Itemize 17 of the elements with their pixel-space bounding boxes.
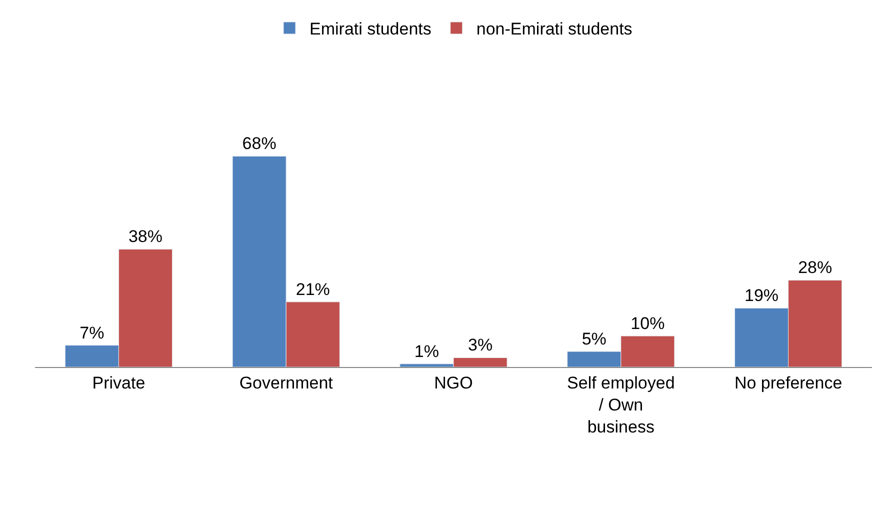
data-label: 68% bbox=[242, 134, 276, 154]
x-tick-label: No preference bbox=[734, 373, 842, 392]
x-tick-label: Self employed / Own business bbox=[567, 373, 675, 437]
data-label: 19% bbox=[744, 286, 779, 306]
x-tick-label: NGO bbox=[434, 373, 473, 392]
data-label: 38% bbox=[128, 227, 162, 246]
x-tick-label: Government bbox=[239, 373, 334, 392]
data-label: 3% bbox=[468, 336, 493, 355]
data-label: 28% bbox=[798, 258, 832, 278]
data-label: 10% bbox=[630, 314, 665, 333]
data-label: 21% bbox=[296, 280, 330, 299]
data-label: 7% bbox=[80, 323, 104, 342]
data-label: 5% bbox=[582, 330, 606, 348]
legend-label: Emirati students bbox=[310, 20, 432, 39]
x-tick-label: Private bbox=[92, 373, 146, 392]
legend-label: non-Emirati students bbox=[476, 20, 632, 39]
data-label: 1% bbox=[414, 342, 440, 361]
